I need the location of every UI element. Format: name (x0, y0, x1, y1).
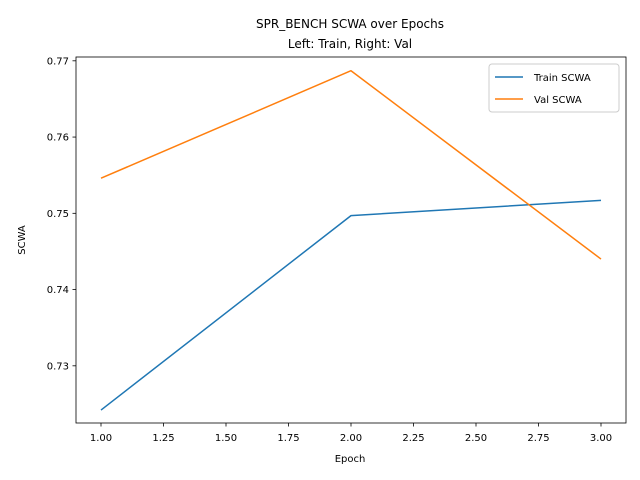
x-tick-label: 2.00 (340, 433, 362, 444)
y-tick-label: 0.74 (47, 285, 69, 296)
y-tick-label: 0.73 (47, 361, 69, 372)
x-axis-label: Epoch (335, 454, 366, 465)
y-tick-label: 0.77 (47, 56, 69, 67)
x-tick-label: 1.00 (90, 433, 112, 444)
series-line-1 (100, 69, 602, 260)
x-tick-label: 3.00 (590, 433, 612, 444)
plot-area: 1.00 1.25 1.50 1.75 2.00 2.25 2.50 2.75 3.00 0.73… (47, 56, 627, 444)
x-tick-label: 2.50 (465, 433, 487, 444)
legend-label-1: Val SCWA (534, 95, 582, 106)
legend: Train SCWA Val SCWA (488, 63, 620, 113)
x-tick-label: 2.75 (527, 433, 549, 444)
series-line-0 (100, 199, 602, 411)
legend-box (488, 63, 620, 113)
y-axis-label: SCWA (17, 225, 28, 255)
chart-title: SPR_BENCH SCWA over Epochs (256, 17, 444, 31)
legend-label-0: Train SCWA (533, 73, 591, 84)
y-tick-label: 0.76 (47, 133, 69, 144)
x-tick-label: 1.75 (277, 433, 299, 444)
y-tick-label: 0.75 (47, 209, 69, 220)
x-tick-label: 2.25 (402, 433, 424, 444)
x-tick-label: 1.50 (215, 433, 237, 444)
x-tick-label: 1.25 (152, 433, 174, 444)
chart-subtitle: Left: Train, Right: Val (288, 37, 412, 51)
